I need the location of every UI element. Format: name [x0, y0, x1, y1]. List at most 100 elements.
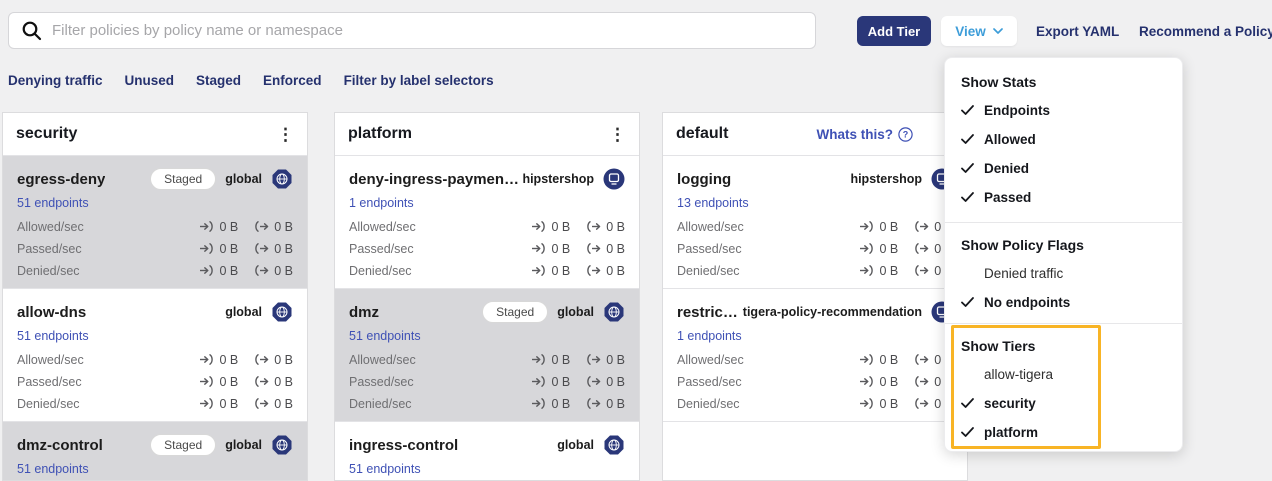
stat-row: Passed/sec 0 B 0 B — [349, 374, 625, 389]
kebab-menu-icon[interactable]: ⋮ — [277, 124, 294, 144]
stat-outbound: 0 B — [254, 375, 293, 389]
inbound-arrow-icon — [860, 354, 874, 365]
policy-name: deny-ingress-paymentservi… — [349, 170, 522, 188]
policy-scope: global — [225, 438, 262, 452]
filter-link-unused[interactable]: Unused — [124, 73, 175, 88]
inbound-arrow-icon — [200, 243, 214, 254]
filter-link-filter-by-label-selectors[interactable]: Filter by label selectors — [343, 73, 494, 88]
policy-card-dmz[interactable]: dmz Staged global 51 endpoints Allowed/s… — [335, 289, 639, 422]
endpoints-link[interactable]: 1 endpoints — [349, 196, 414, 210]
stat-inbound-value: 0 B — [219, 352, 239, 367]
view-button[interactable]: View — [941, 16, 1017, 46]
outbound-arrow-icon — [587, 265, 601, 276]
outbound-arrow-icon — [255, 376, 269, 387]
stat-label: Denied/sec — [677, 263, 740, 278]
staged-badge: Staged — [150, 168, 217, 190]
recommend-policy-link[interactable]: Recommend a Policy — [1139, 24, 1272, 39]
whats-this-link[interactable]: Whats this? ? — [817, 127, 914, 142]
stat-outbound-value: 0 B — [274, 263, 293, 278]
policy-name: ingress-control — [349, 436, 459, 454]
menu-item-label: security — [984, 396, 1036, 411]
policy-meta: Staged global — [150, 434, 293, 456]
outbound-arrow-icon — [587, 354, 601, 365]
menu-item-denied-traffic[interactable]: Denied traffic — [945, 259, 1182, 288]
endpoints-link[interactable]: 51 endpoints — [17, 329, 89, 343]
policy-card-egress-deny[interactable]: egress-deny Staged global 51 endpoints A… — [3, 156, 307, 289]
stat-inbound-value: 0 B — [219, 263, 239, 278]
menu-section-show-stats: Show Stats Endpoints Allowed Denied Pass — [945, 68, 1182, 212]
outbound-arrow-icon — [587, 243, 601, 254]
endpoints-link[interactable]: 51 endpoints — [17, 462, 89, 476]
menu-item-allow-tigera[interactable]: allow-tigera — [945, 360, 1182, 389]
policy-stats: Allowed/sec 0 B 0 B Passed/sec — [17, 219, 293, 278]
policy-card-ingress-control[interactable]: ingress-control global 51 endpoints — [335, 422, 639, 480]
check-icon — [961, 268, 975, 279]
filter-link-enforced[interactable]: Enforced — [263, 73, 322, 88]
inbound-arrow-icon — [200, 221, 214, 232]
stat-inbound-value: 0 B — [879, 374, 899, 389]
search-box[interactable] — [8, 12, 816, 49]
inbound-arrow-icon — [532, 398, 546, 409]
menu-item-label: No endpoints — [984, 295, 1071, 310]
policy-meta: hipstershop — [522, 168, 625, 190]
menu-item-allowed[interactable]: Allowed — [945, 125, 1182, 154]
menu-item-denied[interactable]: Denied — [945, 154, 1182, 183]
stat-inbound-value: 0 B — [879, 263, 899, 278]
policy-card-dmz-control[interactable]: dmz-control Staged global 51 endpoints — [3, 422, 307, 480]
stat-label: Passed/sec — [17, 241, 82, 256]
endpoints-link[interactable]: 51 endpoints — [349, 329, 421, 343]
policy-name: egress-deny — [17, 170, 106, 188]
inbound-arrow-icon — [532, 221, 546, 232]
endpoints-link[interactable]: 13 endpoints — [677, 196, 749, 210]
outbound-arrow-icon — [915, 376, 929, 387]
policy-card-logging[interactable]: logging hipstershop 13 endpoints Allowed… — [663, 156, 967, 289]
stat-outbound-value: 0 B — [606, 263, 625, 278]
outbound-arrow-icon — [915, 398, 929, 409]
filter-link-denying-traffic[interactable]: Denying traffic — [8, 73, 103, 88]
policy-card-top: dmz-control Staged global — [17, 433, 293, 457]
global-policy-icon — [272, 302, 292, 322]
menu-item-passed[interactable]: Passed — [945, 183, 1182, 212]
policy-meta: global — [557, 434, 625, 456]
menu-section-title: Show Stats — [961, 74, 1037, 90]
kebab-menu-icon[interactable]: ⋮ — [609, 124, 626, 144]
staged-badge: Staged — [150, 434, 217, 456]
stat-label: Passed/sec — [677, 374, 742, 389]
policy-card-restricted[interactable]: restricted tigera-policy-recommendation … — [663, 289, 967, 422]
policy-card-deny-ingress-paymentservi[interactable]: deny-ingress-paymentservi… hipstershop 1… — [335, 156, 639, 289]
search-input[interactable] — [52, 22, 803, 39]
stat-outbound: 0 B — [586, 353, 625, 367]
menu-item-no-endpoints[interactable]: No endpoints — [945, 288, 1182, 317]
stat-label: Denied/sec — [349, 263, 412, 278]
check-icon — [961, 297, 975, 308]
stat-row: Passed/sec 0 B 0 B — [17, 241, 293, 256]
stat-row: Allowed/sec 0 B 0 B — [17, 219, 293, 234]
menu-item-security[interactable]: security — [945, 389, 1182, 418]
outbound-arrow-icon — [255, 221, 269, 232]
policy-card-top: egress-deny Staged global — [17, 167, 293, 191]
tier-column-default: default Whats this? ? ⋮ logging hipsters… — [662, 112, 968, 481]
stat-inbound: 0 B — [531, 264, 570, 278]
outbound-arrow-icon — [915, 221, 929, 232]
menu-item-endpoints[interactable]: Endpoints — [945, 96, 1182, 125]
stat-inbound: 0 B — [859, 220, 898, 234]
policy-scope: hipstershop — [522, 172, 594, 186]
menu-item-platform[interactable]: platform — [945, 418, 1182, 447]
stat-label: Passed/sec — [349, 241, 414, 256]
policy-card-top: deny-ingress-paymentservi… hipstershop — [349, 167, 625, 191]
stat-inbound: 0 B — [531, 397, 570, 411]
stat-inbound: 0 B — [531, 375, 570, 389]
outbound-arrow-icon — [255, 265, 269, 276]
policy-card-allow-dns[interactable]: allow-dns global 51 endpoints Allowed/se… — [3, 289, 307, 422]
stat-outbound-value: 0 B — [606, 374, 625, 389]
endpoints-link[interactable]: 51 endpoints — [17, 196, 89, 210]
endpoints-link[interactable]: 1 endpoints — [677, 329, 742, 343]
export-yaml-link[interactable]: Export YAML — [1036, 24, 1120, 39]
endpoints-link[interactable]: 51 endpoints — [349, 462, 421, 476]
staged-badge: Staged — [482, 301, 549, 323]
stat-inbound-value: 0 B — [551, 374, 571, 389]
add-tier-button[interactable]: Add Tier — [857, 16, 931, 46]
filter-link-staged[interactable]: Staged — [196, 73, 242, 88]
inbound-arrow-icon — [860, 398, 874, 409]
stat-inbound: 0 B — [859, 242, 898, 256]
